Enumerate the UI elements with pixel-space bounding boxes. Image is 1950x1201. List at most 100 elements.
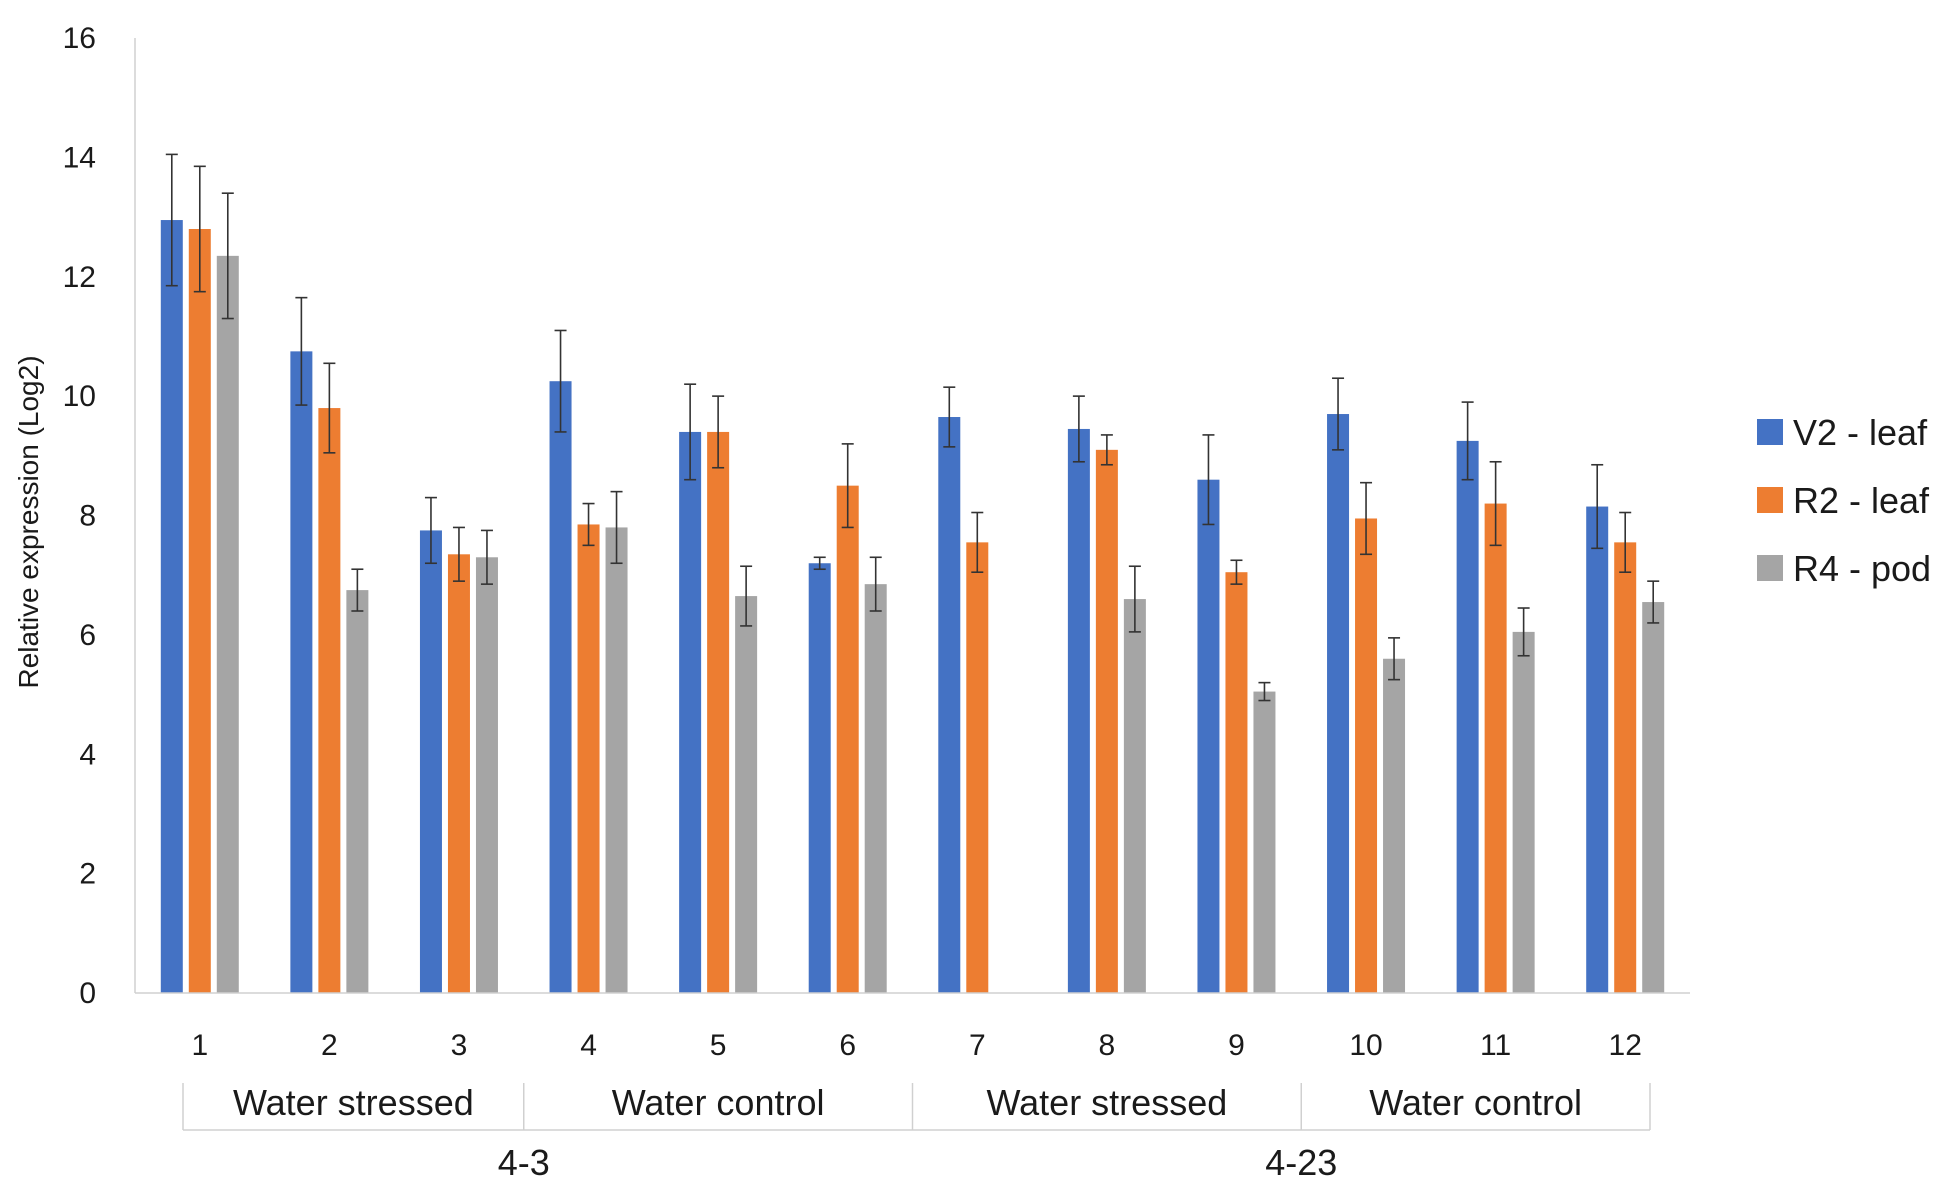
y-tick-label: 8 <box>79 500 96 533</box>
y-tick-label: 0 <box>79 977 96 1010</box>
condition-label: Water stressed <box>987 1082 1228 1123</box>
bar <box>160 220 183 993</box>
error-bar <box>1489 460 1502 547</box>
condition-label: Water stressed <box>233 1082 474 1123</box>
bar <box>1484 503 1507 993</box>
error-bar <box>712 395 725 469</box>
legend-item: V2 - leaf <box>1757 412 1928 453</box>
x-tick-label: 3 <box>451 1029 468 1062</box>
error-bar <box>869 556 882 612</box>
bar <box>836 485 859 993</box>
category-groups: Water stressed Water control Water stresse… <box>182 1082 1651 1183</box>
bar <box>1614 542 1637 993</box>
error-bar <box>1461 401 1474 481</box>
legend-label: V2 - leaf <box>1793 412 1928 453</box>
error-bar <box>1100 434 1113 466</box>
legend-item: R2 - leaf <box>1757 480 1930 521</box>
y-tick-label: 12 <box>63 261 96 294</box>
error-bar <box>193 165 206 293</box>
bar <box>1197 479 1220 993</box>
error-bar <box>1388 637 1401 681</box>
bar <box>1225 572 1248 993</box>
error-bar <box>1128 565 1141 633</box>
bar <box>679 431 702 993</box>
x-tick-label: 1 <box>191 1029 208 1062</box>
error-bar <box>1517 607 1530 657</box>
bar <box>735 596 758 993</box>
bar <box>318 408 341 993</box>
error-bar <box>740 565 753 627</box>
bar <box>419 530 442 993</box>
bar-series <box>160 153 1665 993</box>
bar <box>1383 658 1406 993</box>
bar <box>1095 449 1118 993</box>
error-bar <box>582 502 595 547</box>
bar <box>346 590 369 993</box>
bar <box>475 557 498 993</box>
x-tick-label: 10 <box>1349 1029 1382 1062</box>
time-group-label: 4-23 <box>1265 1142 1337 1183</box>
bar <box>864 584 887 993</box>
error-bar <box>554 329 567 433</box>
bar <box>1355 518 1378 993</box>
error-bar <box>295 296 308 406</box>
y-axis-label: Relative expression (Log2) <box>13 355 44 688</box>
y-tick-label: 16 <box>63 22 96 55</box>
legend: V2 - leaf R2 - leaf R4 - pod <box>1757 412 1931 589</box>
bar <box>707 431 730 993</box>
bar <box>1642 602 1665 993</box>
x-tick-label: 6 <box>839 1029 856 1062</box>
legend-item: R4 - pod <box>1757 548 1931 589</box>
bar <box>938 417 961 993</box>
error-bar <box>1619 511 1632 574</box>
error-bar <box>813 556 826 571</box>
bar <box>808 563 831 993</box>
error-bar <box>221 192 234 320</box>
bar <box>605 527 628 993</box>
legend-label: R4 - pod <box>1793 548 1931 589</box>
x-tick-label: 4 <box>580 1029 597 1062</box>
error-bar <box>1258 681 1271 702</box>
error-bar <box>323 362 336 454</box>
error-bar <box>684 383 697 481</box>
bar <box>188 229 211 993</box>
error-bar <box>165 153 178 287</box>
y-tick-label: 6 <box>79 619 96 652</box>
error-bar <box>1230 559 1243 585</box>
error-bar <box>480 529 493 585</box>
bar <box>1067 428 1090 993</box>
error-bar <box>971 511 984 574</box>
error-bar <box>1202 434 1215 526</box>
y-tick-label: 4 <box>79 738 96 771</box>
x-tick-label: 2 <box>321 1029 338 1062</box>
legend-swatch <box>1757 419 1783 445</box>
time-group-label: 4-3 <box>498 1142 550 1183</box>
error-bar <box>424 496 437 565</box>
bar <box>1327 414 1350 993</box>
x-tick-label: 5 <box>710 1029 727 1062</box>
bar <box>1586 506 1609 993</box>
legend-swatch <box>1757 555 1783 581</box>
legend-swatch <box>1757 487 1783 513</box>
bar <box>1512 631 1535 993</box>
bar <box>216 255 239 993</box>
x-tick-label: 11 <box>1480 1029 1511 1062</box>
x-tick-label: 7 <box>969 1029 986 1062</box>
bar <box>577 524 600 993</box>
x-tick-label: 12 <box>1609 1029 1642 1062</box>
legend-label: R2 - leaf <box>1793 480 1930 521</box>
condition-label: Water control <box>612 1082 825 1123</box>
condition-label: Water control <box>1369 1082 1582 1123</box>
bar <box>290 351 313 993</box>
x-axis: 1 2 3 4 5 6 7 8 9 10 11 12 <box>135 992 1690 1062</box>
error-bar <box>841 443 854 529</box>
error-bar <box>1360 481 1373 556</box>
error-bar <box>1647 580 1660 624</box>
bar <box>966 542 989 993</box>
x-tick-label: 9 <box>1228 1029 1245 1062</box>
error-bar <box>1072 395 1085 463</box>
y-tick-label: 14 <box>63 141 96 174</box>
y-tick-label: 10 <box>63 380 96 413</box>
bar <box>549 381 572 993</box>
